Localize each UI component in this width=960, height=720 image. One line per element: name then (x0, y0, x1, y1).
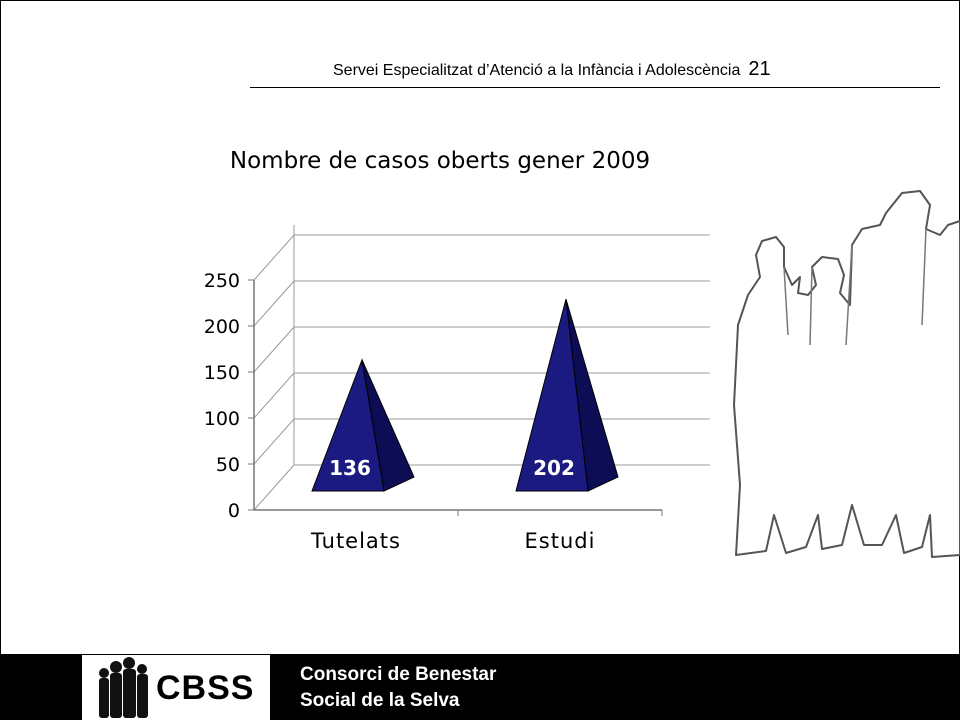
chart-title: Nombre de casos oberts gener 2009 (229, 148, 651, 174)
y-tick-label: 150 (204, 362, 240, 384)
y-tick-label: 100 (204, 408, 240, 430)
org-line-2: Social de la Selva (300, 690, 460, 711)
people-logo-icon (99, 657, 148, 718)
data-label: 202 (533, 456, 575, 480)
data-label: 136 (329, 456, 371, 480)
x-tick-label: Estudi (525, 529, 596, 553)
cbss-logo: CBSS (82, 655, 270, 720)
organization-name: Consorci de Benestar Social de la Selva (300, 662, 496, 714)
pyramid-bar (311, 357, 385, 492)
logo-text: CBSS (156, 669, 255, 707)
grid-depth-line (253, 326, 295, 373)
x-tick-label: Tutelats (310, 529, 401, 553)
grid-depth-line (253, 372, 295, 419)
y-tick-label: 0 (228, 500, 240, 522)
footer-bar: CBSS Consorci de Benestar Social de la S… (0, 654, 960, 720)
chart-area: Nombre de casos oberts gener 2009 0 50 100… (170, 140, 710, 560)
header-title-line: Servei Especialitzat d’Atenció a la Infà… (333, 58, 771, 81)
chart-svg: 0 50 100 150 200 250 Tutelats 136 Estudi 202 (204, 225, 710, 553)
header-rule (250, 87, 940, 88)
grid-depth-line (253, 418, 295, 465)
y-tick-label: 250 (204, 270, 240, 292)
y-tick-label: 50 (216, 454, 240, 476)
pyramid-bar (515, 299, 589, 492)
grid-depth-line (253, 464, 295, 511)
page-number: 21 (748, 58, 771, 80)
grid-depth-line (253, 234, 295, 281)
grid-depth-line (253, 280, 295, 327)
people-silhouette-illustration (733, 190, 960, 558)
header-title: Servei Especialitzat d’Atenció a la Infà… (333, 62, 741, 79)
org-line-1: Consorci de Benestar (300, 664, 497, 685)
y-tick-label: 200 (204, 316, 240, 338)
